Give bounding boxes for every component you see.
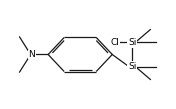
Text: N: N — [28, 50, 35, 59]
Text: Cl: Cl — [110, 38, 119, 47]
Text: Si: Si — [128, 38, 136, 47]
Text: Si: Si — [128, 62, 136, 71]
